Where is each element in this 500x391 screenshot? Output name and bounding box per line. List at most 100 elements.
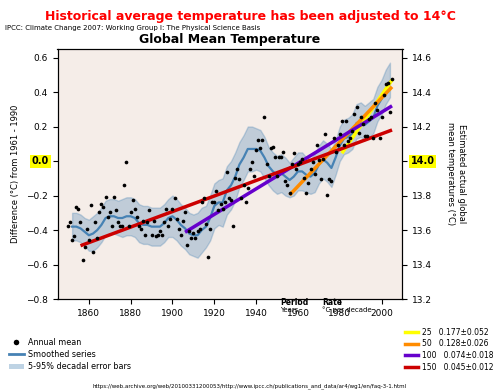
Point	[336, 131, 344, 138]
Point	[206, 226, 214, 233]
Point	[170, 195, 178, 201]
Point	[350, 111, 358, 117]
Point	[238, 195, 246, 201]
Point	[234, 166, 241, 172]
Point	[231, 174, 239, 181]
Point	[96, 209, 104, 215]
Point	[262, 161, 270, 167]
Point	[152, 233, 160, 239]
Point	[76, 219, 84, 226]
Point	[294, 161, 302, 167]
Point	[300, 174, 308, 181]
Point	[298, 156, 306, 162]
Point	[114, 219, 122, 226]
Point	[208, 199, 216, 205]
Text: Rate: Rate	[322, 298, 342, 307]
Point	[196, 226, 203, 233]
Point	[252, 147, 260, 153]
Point	[177, 231, 185, 238]
Point	[179, 218, 187, 224]
Point	[286, 190, 294, 196]
Point	[229, 223, 237, 229]
Point	[158, 231, 166, 238]
Point	[72, 204, 80, 210]
Point	[202, 221, 210, 227]
Point	[319, 156, 327, 162]
Point	[386, 109, 394, 115]
Y-axis label: Estimated actual global
mean temperatures (°C): Estimated actual global mean temperature…	[446, 122, 466, 226]
Point	[315, 157, 323, 163]
Point	[378, 114, 386, 120]
Point	[68, 237, 76, 244]
Point	[135, 223, 143, 229]
Point	[129, 197, 137, 203]
Point	[87, 202, 95, 208]
Point	[166, 216, 174, 222]
Point	[168, 206, 176, 212]
Point	[74, 206, 82, 212]
Point	[280, 149, 287, 155]
Point	[361, 133, 369, 139]
Point	[248, 159, 256, 165]
Point	[346, 135, 354, 141]
Point	[365, 116, 373, 122]
Point	[150, 218, 158, 224]
Point	[120, 181, 128, 188]
Point	[210, 199, 218, 205]
Point	[342, 118, 350, 124]
Point	[260, 114, 268, 120]
Point	[359, 121, 367, 127]
Point	[273, 173, 281, 179]
Point	[144, 219, 152, 226]
Point	[192, 235, 200, 241]
Point	[198, 199, 206, 205]
Point	[302, 190, 310, 196]
Point	[334, 142, 342, 148]
Point	[133, 214, 141, 221]
Text: 0.0: 0.0	[32, 156, 49, 166]
Point	[70, 233, 78, 239]
Point	[236, 176, 244, 183]
Point	[124, 223, 132, 229]
Y-axis label: Difference (°C) from 1961 - 1990: Difference (°C) from 1961 - 1990	[12, 105, 20, 243]
Point	[382, 81, 390, 88]
Point	[183, 242, 191, 248]
Point	[246, 166, 254, 172]
Text: Years: Years	[280, 307, 298, 313]
Point	[175, 226, 183, 233]
Point	[340, 142, 348, 148]
Point	[284, 181, 292, 188]
Point	[304, 180, 312, 186]
Point	[112, 207, 120, 213]
Point	[356, 114, 364, 120]
Point	[277, 154, 285, 160]
Point	[80, 244, 88, 250]
Text: Historical average temperature has been adjusted to 14°C: Historical average temperature has been …	[44, 10, 456, 23]
Point	[146, 207, 154, 213]
Point	[344, 138, 352, 145]
Point	[258, 136, 266, 143]
Point	[98, 200, 106, 206]
Text: https://web.archive.org/web/20100331200053/http://www.ipcc.ch/publications_and_d: https://web.archive.org/web/201003312000…	[93, 383, 407, 389]
Point	[296, 159, 304, 165]
Point	[172, 216, 180, 222]
Point	[85, 237, 93, 243]
Point	[288, 161, 296, 167]
Point	[148, 231, 156, 238]
Point	[162, 206, 170, 212]
Point	[369, 135, 377, 141]
Point	[338, 118, 346, 124]
Point	[326, 176, 334, 183]
Point	[290, 150, 298, 156]
Point	[142, 231, 150, 238]
Point	[323, 192, 331, 198]
Point	[240, 181, 248, 188]
Point	[83, 226, 91, 233]
Point	[194, 228, 202, 234]
Legend: 25   0.177±0.052, 50   0.128±0.026, 100   0.074±0.018, 150   0.045±0.012: 25 0.177±0.052, 50 0.128±0.026, 100 0.07…	[404, 328, 494, 371]
Point	[221, 199, 229, 205]
Point	[308, 159, 316, 165]
Point	[139, 218, 147, 224]
Point	[376, 135, 384, 141]
Point	[66, 219, 74, 226]
